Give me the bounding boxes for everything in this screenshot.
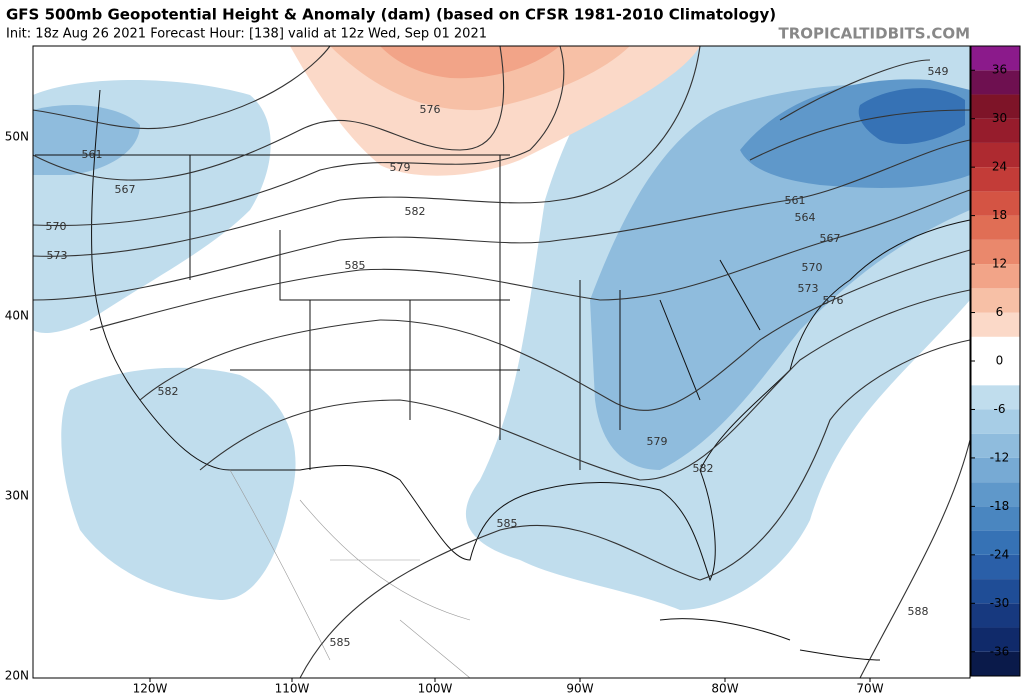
colorbar-swatch xyxy=(971,239,1020,265)
contour-label: 585 xyxy=(345,259,366,272)
watermark: TROPICALTIDBITS.COM xyxy=(779,25,971,43)
colorbar-label: 12 xyxy=(992,257,1007,271)
colorbar: 36 30 24 18 12 6 0 -6 -12 -18 -24 -30 -36 xyxy=(970,45,1021,677)
colorbar-label: -36 xyxy=(990,644,1010,658)
contour-label: 564 xyxy=(795,211,816,224)
colorbar-swatch xyxy=(971,409,1020,434)
colorbar-label: 18 xyxy=(992,208,1007,222)
colorbar-swatch xyxy=(971,554,1020,580)
contour-label: 561 xyxy=(82,148,103,161)
contour-label: 573 xyxy=(47,249,68,262)
contour xyxy=(32,45,331,130)
contour xyxy=(859,439,971,679)
colorbar-label: -18 xyxy=(990,499,1010,513)
map-frame xyxy=(32,45,971,679)
colorbar-swatch xyxy=(971,506,1020,531)
longitude-label: 90W xyxy=(566,682,593,696)
contour xyxy=(89,189,971,331)
contour xyxy=(32,139,971,301)
coastline xyxy=(659,618,881,661)
latitude-label: 40N xyxy=(5,309,29,323)
colorbar-swatch xyxy=(971,482,1020,507)
contour-label: 585 xyxy=(330,636,351,649)
longitude-label: 110W xyxy=(275,682,310,696)
colorbar-swatch xyxy=(971,142,1020,168)
contour-label: 582 xyxy=(693,462,714,475)
contour xyxy=(299,339,971,679)
latitude-label: 30N xyxy=(5,489,29,503)
contour-label: 579 xyxy=(390,161,411,174)
contour-label: 582 xyxy=(158,385,179,398)
state-border xyxy=(35,154,761,470)
contour-label: 567 xyxy=(820,232,841,245)
colorbar-swatch xyxy=(971,70,1020,95)
contour-label: 585 xyxy=(497,517,518,530)
colorbar-swatch xyxy=(971,94,1020,119)
contour-label: 570 xyxy=(46,220,67,233)
subtitle: Init: 18z Aug 26 2021 Forecast Hour: [13… xyxy=(6,27,487,42)
contour-label: 588 xyxy=(908,605,929,618)
colorbar-swatch xyxy=(971,191,1020,216)
colorbar-swatch xyxy=(971,46,1020,71)
colorbar-swatch xyxy=(971,264,1020,289)
contour-label: 582 xyxy=(405,205,426,218)
map xyxy=(32,45,971,679)
colorbar-swatch xyxy=(971,167,1020,192)
colorbar-label: -24 xyxy=(990,547,1010,561)
contour xyxy=(199,289,971,481)
colorbar-swatch xyxy=(971,627,1020,652)
contour-label: 576 xyxy=(823,294,844,307)
contour xyxy=(32,45,701,257)
contour-label: 561 xyxy=(785,194,806,207)
colorbar-swatch xyxy=(971,215,1020,240)
colorbar-swatch xyxy=(971,433,1020,458)
contour xyxy=(749,59,971,161)
colorbar-label: 36 xyxy=(992,63,1007,77)
contour-label: 573 xyxy=(798,282,819,295)
contour-label: 576 xyxy=(420,103,441,116)
contour xyxy=(32,45,505,181)
latitude-label: 50N xyxy=(5,130,29,144)
country-border xyxy=(229,469,471,679)
colorbar-label: 30 xyxy=(992,111,1007,125)
colorbar-swatch xyxy=(971,603,1020,628)
colorbar-swatch xyxy=(971,457,1020,483)
colorbar-label: 6 xyxy=(996,305,1004,319)
colorbar-label: -12 xyxy=(990,450,1010,464)
longitude-label: 80W xyxy=(711,682,738,696)
labels: 50N 40N 30N 20N 120W 110W 100W 90W 80W 70W 561 567 5… xyxy=(5,65,949,696)
longitude-label: 120W xyxy=(133,682,168,696)
longitude-label: 100W xyxy=(418,682,453,696)
colorbar-swatch xyxy=(971,579,1020,604)
colorbar-swatch xyxy=(971,530,1020,555)
colorbar-swatch xyxy=(971,385,1020,410)
colorbar-label: 0 xyxy=(996,354,1004,368)
colorbar-label: 24 xyxy=(992,160,1007,174)
contour-label: 570 xyxy=(802,261,823,274)
latitude-label: 20N xyxy=(5,669,29,683)
anomaly-area xyxy=(61,367,296,600)
anomaly-area xyxy=(380,46,560,79)
colorbar-swatch xyxy=(971,651,1020,676)
anomaly-area xyxy=(33,105,140,175)
colorbar-swatch xyxy=(971,118,1020,143)
contour xyxy=(32,45,565,227)
contour-label: 579 xyxy=(647,435,668,448)
colorbar-label: -6 xyxy=(994,402,1006,416)
colorbar-swatch xyxy=(971,288,1020,313)
colorbar-swatch xyxy=(971,312,1020,337)
contour-label: 549 xyxy=(928,65,949,78)
colorbar-swatch xyxy=(971,336,1020,361)
contour xyxy=(139,249,971,411)
contour-label: 567 xyxy=(115,183,136,196)
colorbar-swatch xyxy=(971,361,1020,386)
longitude-label: 70W xyxy=(856,682,883,696)
anomaly-area xyxy=(858,88,965,145)
colorbar-label: -30 xyxy=(990,596,1010,610)
title: GFS 500mb Geopotential Height & Anomaly … xyxy=(6,6,776,24)
